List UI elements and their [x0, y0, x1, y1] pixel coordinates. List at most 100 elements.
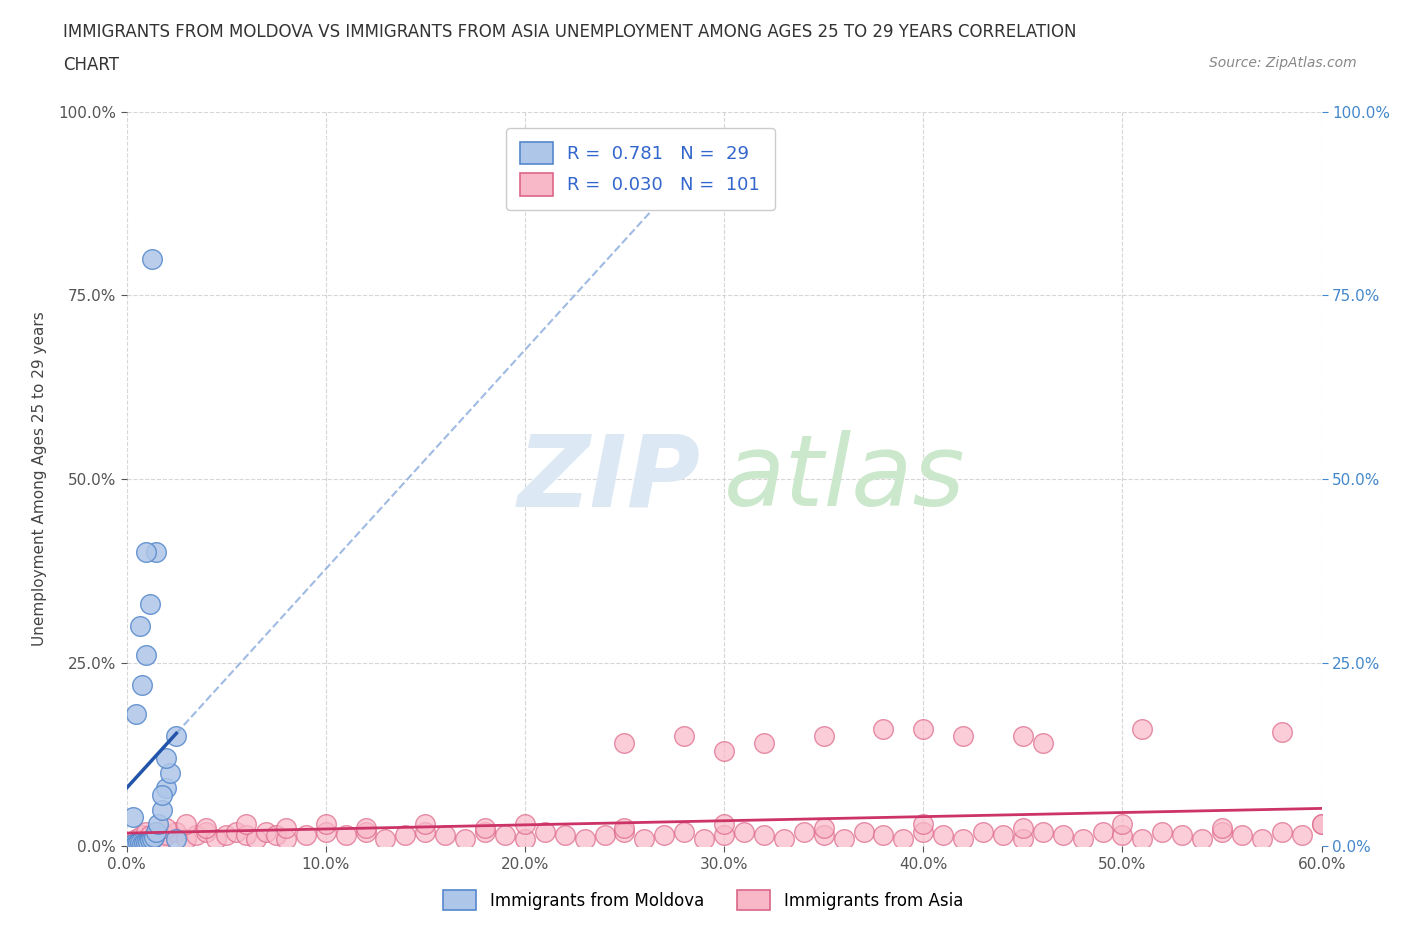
- Point: [474, 820, 496, 835]
- Point: [155, 751, 177, 765]
- Point: [972, 824, 994, 839]
- Point: [125, 831, 148, 846]
- Point: [1271, 824, 1294, 839]
- Point: [125, 837, 148, 852]
- Text: IMMIGRANTS FROM MOLDOVA VS IMMIGRANTS FROM ASIA UNEMPLOYMENT AMONG AGES 25 TO 29: IMMIGRANTS FROM MOLDOVA VS IMMIGRANTS FR…: [63, 23, 1077, 41]
- Point: [174, 831, 197, 846]
- Point: [613, 820, 636, 835]
- Point: [752, 736, 775, 751]
- Point: [613, 824, 636, 839]
- Point: [773, 831, 796, 846]
- Legend: R =  0.781   N =  29, R =  0.030   N =  101: R = 0.781 N = 29, R = 0.030 N = 101: [506, 128, 775, 210]
- Point: [135, 648, 157, 663]
- Point: [1052, 828, 1074, 843]
- Point: [135, 545, 157, 560]
- Point: [1111, 817, 1133, 831]
- Point: [793, 824, 815, 839]
- Point: [264, 828, 287, 843]
- Point: [354, 820, 377, 835]
- Point: [1191, 831, 1213, 846]
- Point: [952, 729, 974, 744]
- Point: [150, 802, 174, 817]
- Point: [1111, 828, 1133, 843]
- Point: [1130, 722, 1153, 737]
- Point: [131, 677, 153, 692]
- Point: [150, 788, 174, 803]
- Point: [1091, 824, 1114, 839]
- Point: [165, 729, 187, 744]
- Point: [533, 824, 555, 839]
- Point: [205, 831, 228, 846]
- Point: [434, 828, 457, 843]
- Point: [145, 545, 167, 560]
- Point: [1071, 831, 1094, 846]
- Point: [1310, 817, 1333, 831]
- Point: [673, 729, 696, 744]
- Point: [733, 824, 755, 839]
- Point: [374, 831, 396, 846]
- Point: [117, 838, 139, 853]
- Point: [120, 837, 142, 852]
- Point: [135, 824, 157, 839]
- Point: [155, 780, 177, 795]
- Point: [155, 820, 177, 835]
- Point: [872, 722, 894, 737]
- Point: [832, 831, 855, 846]
- Point: [225, 824, 247, 839]
- Point: [1011, 831, 1033, 846]
- Point: [121, 809, 143, 824]
- Point: [413, 817, 436, 831]
- Point: [693, 831, 716, 846]
- Point: [124, 837, 146, 852]
- Point: [593, 828, 616, 843]
- Point: [125, 707, 148, 722]
- Point: [335, 828, 357, 843]
- Point: [872, 828, 894, 843]
- Point: [673, 824, 696, 839]
- Text: Source: ZipAtlas.com: Source: ZipAtlas.com: [1209, 56, 1357, 70]
- Point: [1032, 824, 1054, 839]
- Legend: Immigrants from Moldova, Immigrants from Asia: Immigrants from Moldova, Immigrants from…: [436, 884, 970, 917]
- Point: [1011, 729, 1033, 744]
- Point: [139, 596, 162, 611]
- Point: [150, 831, 174, 846]
- Point: [1032, 736, 1054, 751]
- Point: [135, 835, 157, 850]
- Point: [513, 817, 536, 831]
- Point: [1152, 824, 1174, 839]
- Point: [354, 824, 377, 839]
- Point: [1211, 824, 1233, 839]
- Point: [195, 824, 218, 839]
- Point: [145, 824, 167, 839]
- Point: [891, 831, 914, 846]
- Point: [1171, 828, 1194, 843]
- Point: [1250, 831, 1272, 846]
- Point: [235, 817, 257, 831]
- Point: [991, 828, 1014, 843]
- Point: [165, 831, 187, 846]
- Point: [274, 820, 297, 835]
- Point: [121, 837, 143, 852]
- Point: [134, 836, 156, 851]
- Point: [713, 828, 735, 843]
- Point: [1230, 828, 1253, 843]
- Point: [912, 817, 935, 831]
- Point: [141, 251, 163, 266]
- Point: [1291, 828, 1313, 843]
- Point: [554, 828, 576, 843]
- Point: [813, 820, 835, 835]
- Point: [315, 824, 337, 839]
- Point: [454, 831, 477, 846]
- Point: [633, 831, 655, 846]
- Point: [165, 824, 187, 839]
- Point: [713, 743, 735, 758]
- Point: [713, 817, 735, 831]
- Point: [141, 831, 163, 846]
- Point: [513, 831, 536, 846]
- Point: [474, 824, 496, 839]
- Point: [752, 828, 775, 843]
- Point: [159, 765, 181, 780]
- Point: [215, 828, 238, 843]
- Point: [254, 824, 277, 839]
- Point: [235, 828, 257, 843]
